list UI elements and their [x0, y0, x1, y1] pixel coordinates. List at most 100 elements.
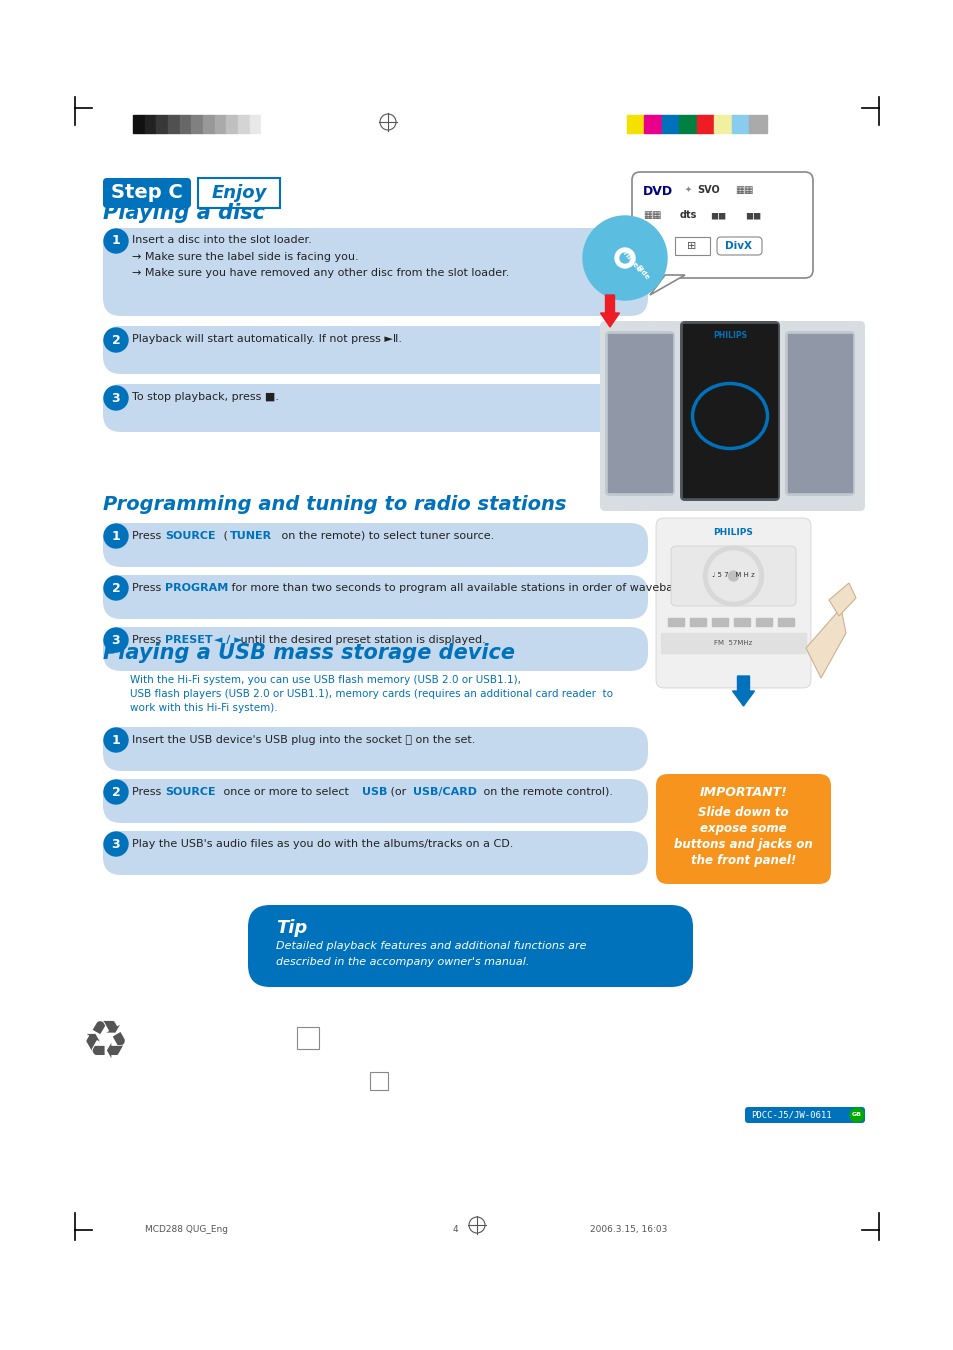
Circle shape	[104, 780, 128, 805]
FancyBboxPatch shape	[103, 522, 647, 567]
Text: SOURCE: SOURCE	[165, 787, 215, 796]
Text: once or more to select: once or more to select	[220, 787, 352, 796]
Text: 4: 4	[452, 1224, 457, 1234]
Text: Playing a USB mass storage device: Playing a USB mass storage device	[103, 643, 515, 663]
Text: for more than two seconds to program all available stations in order of waveband: for more than two seconds to program all…	[228, 583, 690, 593]
Text: → Make sure the label side is facing you.: → Make sure the label side is facing you…	[132, 252, 358, 262]
FancyBboxPatch shape	[679, 321, 780, 501]
Text: Press: Press	[132, 531, 165, 541]
FancyBboxPatch shape	[248, 904, 692, 987]
Text: (or: (or	[387, 787, 410, 796]
Text: ✦: ✦	[684, 185, 691, 194]
FancyBboxPatch shape	[656, 774, 830, 884]
Text: ♻: ♻	[81, 1017, 129, 1069]
FancyBboxPatch shape	[103, 626, 647, 671]
Text: PDCC-J5/JW-0611: PDCC-J5/JW-0611	[750, 1111, 831, 1119]
Polygon shape	[805, 608, 845, 678]
Text: 3: 3	[112, 837, 120, 850]
FancyBboxPatch shape	[717, 238, 761, 255]
Text: → Make sure you have removed any other disc from the slot loader.: → Make sure you have removed any other d…	[132, 269, 509, 278]
Text: on the remote control).: on the remote control).	[479, 787, 613, 796]
Bar	[607, 333, 671, 491]
Text: 1: 1	[112, 235, 120, 247]
Text: 3: 3	[112, 392, 120, 405]
Bar	[168, 115, 179, 134]
Bar	[198, 178, 280, 208]
Text: Playing a disc: Playing a disc	[103, 202, 265, 223]
Circle shape	[104, 832, 128, 856]
Text: USB flash players (USB 2.0 or USB1.1), memory cards (requires an additional card: USB flash players (USB 2.0 or USB1.1), m…	[130, 688, 613, 699]
Text: USB/CARD: USB/CARD	[413, 787, 476, 796]
Text: ◼◼: ◼◼	[709, 211, 725, 220]
FancyBboxPatch shape	[631, 171, 812, 278]
Text: PROGRAM: PROGRAM	[165, 583, 228, 593]
Bar	[675, 238, 709, 255]
Bar	[711, 618, 727, 626]
Circle shape	[104, 524, 128, 548]
Text: Enjoy: Enjoy	[212, 184, 267, 202]
Text: 2: 2	[112, 333, 120, 347]
Text: until the desired preset station is displayed.: until the desired preset station is disp…	[236, 634, 485, 645]
FancyBboxPatch shape	[656, 518, 810, 688]
Text: Detailed playback features and additional functions are: Detailed playback features and additiona…	[275, 941, 586, 950]
Circle shape	[104, 230, 128, 252]
Text: SVO: SVO	[697, 185, 719, 194]
Text: the front panel!: the front panel!	[690, 855, 796, 867]
Text: PRESET: PRESET	[165, 634, 213, 645]
Text: work with this Hi-Fi system).: work with this Hi-Fi system).	[130, 703, 277, 713]
FancyBboxPatch shape	[103, 325, 647, 374]
Text: ♩ 5 7   M H z: ♩ 5 7 M H z	[711, 572, 754, 578]
Bar	[644, 115, 661, 134]
Text: Slide down to: Slide down to	[698, 806, 788, 819]
Bar	[731, 115, 749, 134]
Polygon shape	[828, 583, 855, 616]
Circle shape	[728, 571, 738, 580]
Bar	[156, 115, 168, 134]
Text: USB: USB	[361, 787, 387, 796]
Text: Side: Side	[635, 263, 650, 281]
FancyBboxPatch shape	[604, 331, 675, 495]
Bar	[226, 115, 237, 134]
Circle shape	[619, 252, 629, 263]
Text: Tip: Tip	[275, 919, 307, 937]
FancyBboxPatch shape	[103, 832, 647, 875]
Bar	[787, 333, 851, 491]
Bar	[192, 115, 203, 134]
FancyBboxPatch shape	[599, 321, 864, 512]
Text: To stop playback, press ■.: To stop playback, press ■.	[132, 392, 278, 402]
Bar	[203, 115, 214, 134]
FancyArrow shape	[599, 296, 618, 327]
Text: 1: 1	[112, 529, 120, 543]
Text: Insert the USB device's USB plug into the socket ⮕ on the set.: Insert the USB device's USB plug into th…	[132, 734, 475, 745]
Text: SOURCE: SOURCE	[165, 531, 215, 541]
Text: ◼◼: ◼◼	[744, 211, 760, 220]
Text: 2006.3.15, 16:03: 2006.3.15, 16:03	[589, 1224, 667, 1234]
Text: MCD288 QUG_Eng: MCD288 QUG_Eng	[145, 1224, 228, 1234]
Circle shape	[708, 551, 758, 601]
Bar	[697, 115, 714, 134]
Bar	[778, 618, 793, 626]
Bar	[237, 115, 250, 134]
Circle shape	[615, 248, 635, 269]
Bar	[749, 115, 766, 134]
FancyBboxPatch shape	[103, 383, 647, 432]
Bar	[250, 115, 261, 134]
Text: DVD: DVD	[642, 185, 673, 198]
Text: (: (	[220, 531, 228, 541]
Bar	[667, 618, 683, 626]
Text: Playback will start automatically. If not press ►Ⅱ.: Playback will start automatically. If no…	[132, 333, 401, 344]
FancyBboxPatch shape	[670, 545, 795, 606]
Polygon shape	[649, 275, 684, 296]
Bar	[733, 618, 749, 626]
FancyBboxPatch shape	[103, 779, 647, 824]
Text: described in the accompany owner's manual.: described in the accompany owner's manua…	[275, 957, 529, 967]
FancyBboxPatch shape	[784, 331, 854, 495]
Text: ⊞: ⊞	[686, 242, 696, 251]
FancyBboxPatch shape	[103, 228, 647, 316]
Text: expose some: expose some	[700, 822, 786, 836]
Circle shape	[104, 328, 128, 352]
Text: FM  57MHz: FM 57MHz	[714, 640, 752, 647]
Bar	[679, 115, 697, 134]
Text: Press: Press	[132, 583, 165, 593]
Bar	[296, 1027, 318, 1049]
